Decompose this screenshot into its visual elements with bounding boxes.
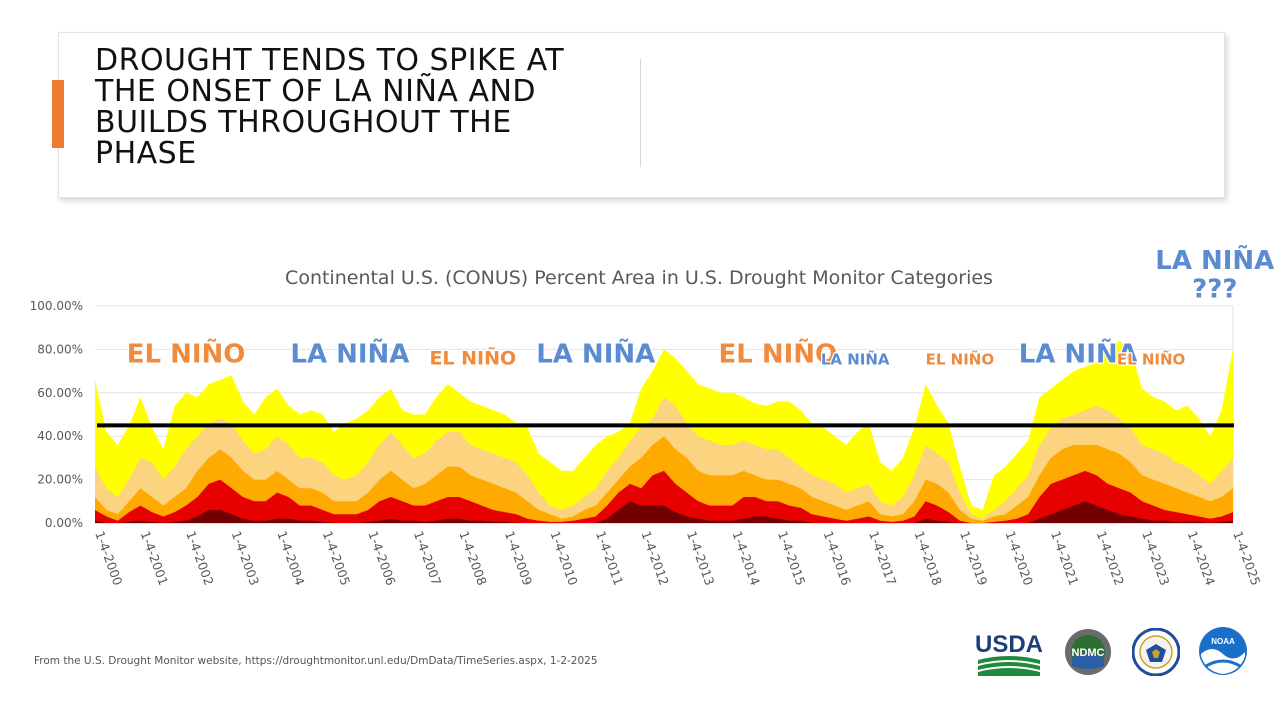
x-tick-label: 1-4-2007: [411, 529, 445, 587]
x-tick-label: 1-4-2015: [775, 529, 809, 587]
x-tick-label: 1-4-2013: [684, 529, 718, 587]
annotation-el-nino: EL NIÑO: [429, 346, 516, 370]
area-d4: [95, 501, 1233, 523]
annotation-la-nina: LA NIÑA: [1155, 244, 1274, 276]
x-tick-label: 1-4-2001: [138, 529, 172, 587]
y-tick-label: 20.00%: [37, 473, 83, 487]
ndmc-logo: NDMC: [1065, 629, 1111, 675]
x-tick-label: 1-4-2019: [957, 529, 991, 587]
title-divider: [640, 59, 641, 167]
usda-logo: USDA: [976, 631, 1042, 676]
y-tick-label: 0.00%: [45, 516, 83, 530]
x-tick-label: 1-4-2014: [729, 529, 763, 587]
annotation-la-nina: LA NIÑA: [821, 350, 890, 369]
usda-logo-text: USDA: [976, 631, 1042, 658]
x-tick-label: 1-4-2020: [1003, 529, 1037, 587]
title-accent-bar: [52, 80, 64, 148]
x-tick-label: 1-4-2008: [456, 529, 490, 587]
x-tick-label: 1-4-2024: [1185, 529, 1219, 587]
source-footnote: From the U.S. Drought Monitor website, h…: [34, 655, 598, 667]
y-tick-label: 80.00%: [37, 342, 83, 356]
y-tick-label: 60.00%: [37, 386, 83, 400]
x-tick-label: 1-4-2022: [1094, 529, 1128, 587]
commerce-seal: [1132, 628, 1180, 676]
x-tick-label: 1-4-2003: [229, 529, 263, 587]
annotation-el-nino: EL NIÑO: [1117, 350, 1185, 369]
x-tick-label: 1-4-2005: [320, 529, 354, 587]
annotation-la-nina: LA NIÑA: [536, 337, 655, 369]
x-tick-label: 1-4-2004: [274, 529, 308, 587]
chart-title: Continental U.S. (CONUS) Percent Area in…: [285, 267, 993, 289]
annotation-el-nino: EL NIÑO: [127, 337, 246, 369]
area-d3-d4: [95, 470, 1233, 523]
area-series-group: [95, 340, 1233, 523]
x-tick-label: 1-4-2006: [365, 529, 399, 587]
x-tick-label: 1-4-2009: [502, 529, 536, 587]
noaa-logo-text: NOAA: [1211, 637, 1235, 646]
annotation-el-nino: EL NIÑO: [718, 337, 837, 369]
x-tick-label: 1-4-2023: [1139, 529, 1173, 587]
ndmc-logo-text: NDMC: [1072, 647, 1105, 659]
annotation-la-nina: LA NIÑA: [290, 337, 409, 369]
x-tick-label: 1-4-2011: [593, 529, 627, 587]
y-tick-label: 100.00%: [30, 299, 83, 313]
annotation-la-nina: LA NIÑA: [1019, 337, 1138, 369]
x-tick-label: 1-4-2002: [183, 529, 217, 587]
x-tick-label: 1-4-2016: [821, 529, 855, 587]
annotation-la-nina: ???: [1192, 274, 1237, 304]
y-tick-label: 40.00%: [37, 429, 83, 443]
x-tick-label: 1-4-2021: [1048, 529, 1082, 587]
annotation-el-nino: EL NIÑO: [926, 350, 994, 369]
x-tick-label: 1-4-2000: [92, 529, 126, 587]
x-tick-label: 1-4-2010: [547, 529, 581, 587]
x-tick-label: 1-4-2017: [866, 529, 900, 587]
noaa-logo: NOAA: [1199, 627, 1247, 675]
y-axis-ticks: 0.00% 20.00% 40.00% 60.00% 80.00% 100.00%: [30, 299, 83, 530]
slide-title: DROUGHT TENDS TO SPIKE AT THE ONSET OF L…: [95, 43, 565, 171]
title-card: DROUGHT TENDS TO SPIKE AT THE ONSET OF L…: [58, 32, 1225, 198]
x-axis-ticks: 1-4-2000 1-4-2001 1-4-2002 1-4-2003 1-4-2004…: [92, 529, 1264, 587]
x-tick-label: 1-4-2025: [1230, 529, 1264, 587]
x-tick-label: 1-4-2018: [912, 529, 946, 587]
x-tick-label: 1-4-2012: [638, 529, 672, 587]
